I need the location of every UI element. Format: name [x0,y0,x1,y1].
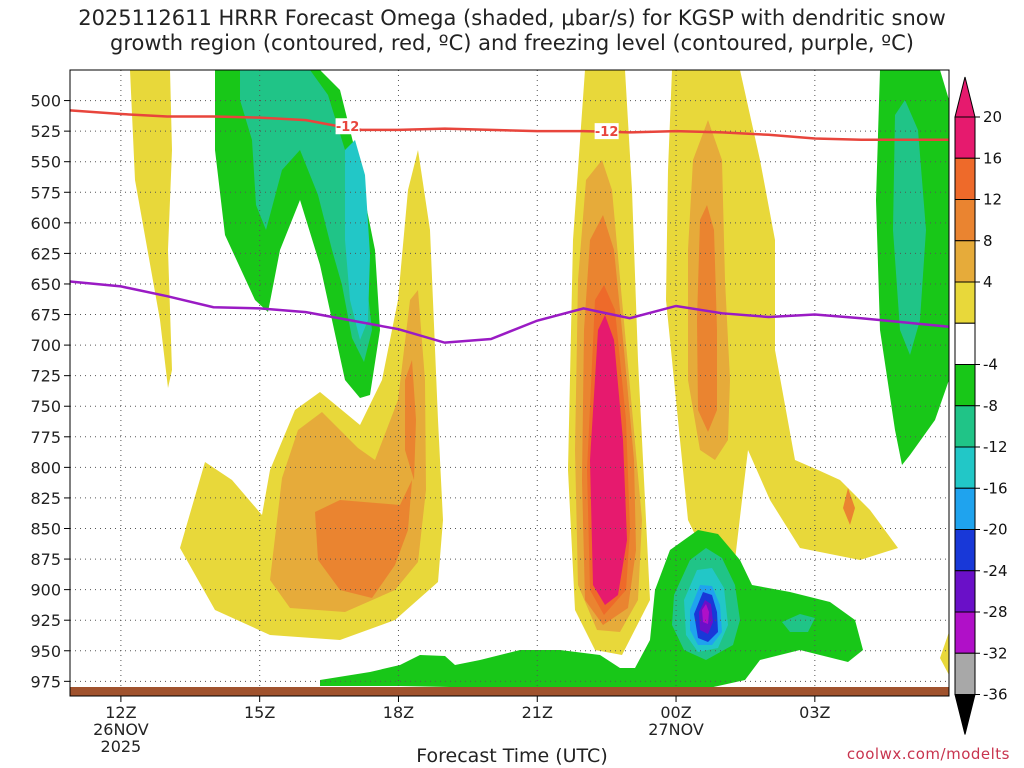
x-tick-label: 21Z [522,703,553,722]
omega-shade-pos12 [315,480,412,598]
omega-shade-neg12 [345,140,370,340]
colorbar-swatch [954,529,976,572]
colorbar-label: -32 [983,644,1008,662]
y-tick-label: 600 [30,214,61,233]
colorbar-label: 16 [983,149,1002,167]
omega-shade-pos12 [405,360,416,480]
y-axis: 500 525 550 575 600 625 650 675 700 725 750 775 800 8… [30,92,70,691]
y-tick-label: 950 [30,642,61,661]
omega-shade-neg8 [240,70,372,362]
omega-shade-pos20 [590,315,627,605]
colorbar-label: -12 [983,438,1008,456]
colorbar-label: 12 [983,191,1002,209]
plot-layers [130,70,949,690]
colorbar: 20 16 12 8 4 -4 -8 -12 -16 -20 -24 -28 -32 -36 [954,76,1008,735]
colorbar-label: 8 [983,232,993,250]
y-tick-label: 750 [30,397,61,416]
colorbar-swatch [954,405,976,448]
y-tick-label: 650 [30,275,61,294]
colorbar-swatch [954,652,976,695]
y-tick-label: 775 [30,428,61,447]
colorbar-label: 20 [983,108,1002,126]
dgz-contour-labels: -12 -12 [335,118,619,140]
colorbar-swatch [954,322,976,365]
colorbar-label: -24 [983,562,1008,580]
y-tick-label: 825 [30,489,61,508]
dgz-contour-label: -12 [336,120,360,135]
omega-shade-pos12 [697,205,717,432]
colorbar-swatch [954,240,976,283]
omega-shade-neg8 [782,614,815,632]
omega-shade-pos4 [940,632,949,675]
y-tick-label: 850 [30,519,61,538]
title-line-1: 2025112611 HRRR Forecast Omega (shaded, … [78,6,946,30]
colorbar-label: -36 [983,686,1008,704]
omega-shade-pos4 [130,70,172,388]
x-tick-label: 03Z [799,703,830,722]
omega-shade-neg28 [702,604,709,624]
colorbar-swatch [954,446,976,489]
colorbar-label: -16 [983,479,1008,497]
y-tick-label: 925 [30,611,61,630]
y-tick-label: 700 [30,336,61,355]
y-tick-label: 525 [30,122,61,141]
y-tick-label: 975 [30,672,61,691]
x-tick-label: 26NOV [93,720,149,739]
colorbar-label: -8 [983,397,998,415]
y-tick-label: 875 [30,550,61,569]
ground-strip [70,687,949,696]
y-tick-label: 900 [30,581,61,600]
x-axis-label: Forecast Time (UTC) [416,745,608,767]
site-credit: coolwx.com/modelts [846,745,1010,763]
colorbar-swatch [954,199,976,242]
y-tick-label: 550 [30,153,61,172]
freezing-level-line [69,280,950,344]
colorbar-label: -4 [983,356,998,374]
x-tick-label: 00Z [660,703,691,722]
dgz-contour-label: -12 [595,125,619,140]
y-tick-label: 725 [30,367,61,386]
omega-shade-pos12 [843,488,855,525]
x-tick-label: 27NOV [648,720,704,739]
colorbar-bottom-arrow [954,694,976,735]
colorbar-label: 4 [983,273,993,291]
colorbar-label: -28 [983,603,1008,621]
title-line-2: growth region (contoured, red, ºC) and f… [110,31,914,55]
x-tick-label: 2025 [101,737,142,756]
colorbar-swatch [954,116,976,159]
x-tick-label: 12Z [105,703,136,722]
colorbar-swatch [954,487,976,530]
plot-frame [69,69,950,697]
y-tick-label: 675 [30,306,61,325]
colorbar-swatch [954,570,976,613]
y-tick-label: 625 [30,244,61,263]
colorbar-swatch [954,157,976,200]
omega-shade-neg8 [893,100,926,355]
y-tick-label: 800 [30,458,61,477]
colorbar-swatch [954,611,976,654]
y-tick-label: 575 [30,183,61,202]
colorbar-swatch [954,364,976,407]
dgz-label-bg [335,118,360,135]
chart-title: 2025112611 HRRR Forecast Omega (shaded, … [0,6,1024,56]
colorbar-swatch [954,281,976,324]
x-tick-label: 15Z [244,703,275,722]
y-tick-label: 500 [30,92,61,111]
x-tick-label: 18Z [383,703,414,722]
colorbar-label: -20 [983,521,1008,539]
colorbar-top-arrow [954,76,976,118]
dgz-contour-line [69,109,949,141]
dgz-label-bg [594,123,619,140]
